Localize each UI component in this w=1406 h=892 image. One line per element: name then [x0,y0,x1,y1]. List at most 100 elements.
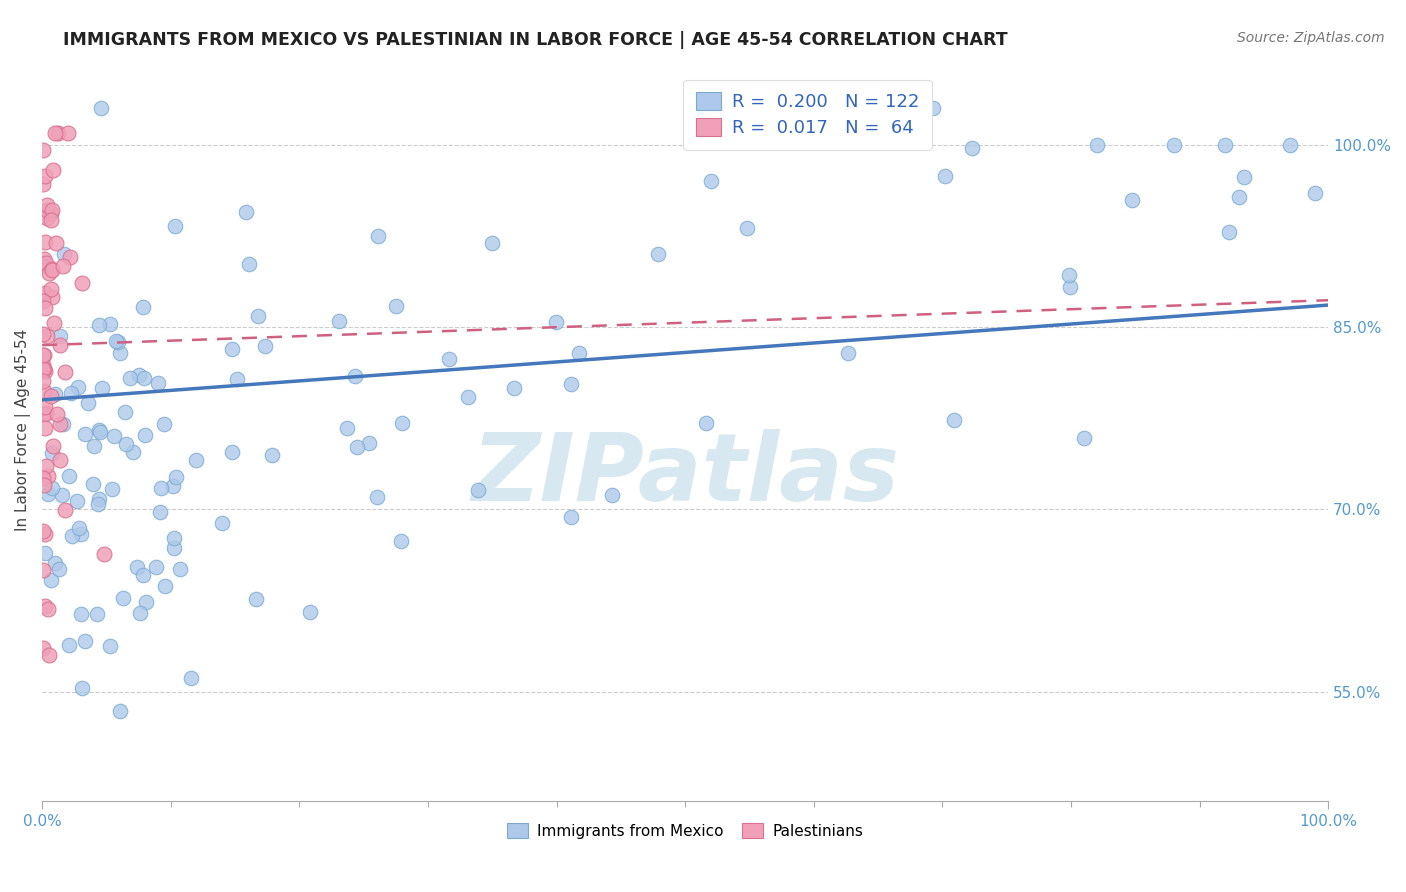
Point [299,605,322,619]
Point [32,362,55,376]
Point [44,126,66,140]
Point [52,260,75,274]
Point [67,521,90,535]
Point [166,470,188,484]
Point [560,377,582,392]
Point [1163,137,1185,152]
Point [34,364,56,378]
Point [247,310,270,324]
Point [134,427,156,442]
Point [359,435,381,450]
Point [253,339,276,353]
Text: Source: ZipAtlas.com: Source: ZipAtlas.com [1237,31,1385,45]
Point [44,235,66,250]
Point [600,487,623,501]
Point [34,384,56,398]
Point [153,579,176,593]
Point [385,299,408,313]
Point [1227,190,1250,204]
Point [467,483,489,497]
Point [647,247,669,261]
Point [1303,186,1326,201]
Point [34,407,56,421]
Point [457,391,479,405]
Point [1278,137,1301,152]
Point [60,529,83,543]
Point [39,212,62,227]
Point [44,556,66,570]
Point [262,448,284,462]
Point [37,487,59,501]
Point [39,206,62,220]
Point [70,607,93,621]
Point [31,524,53,538]
Point [37,602,59,616]
Point [169,562,191,576]
Point [70,277,93,291]
Point [75,634,97,648]
Point [49,453,72,467]
Point [245,591,267,606]
Point [225,372,247,386]
Point [37,203,59,218]
Point [546,315,568,329]
Point [934,169,956,183]
Point [108,345,131,359]
Point [86,497,108,511]
Point [37,468,59,483]
Point [53,365,76,379]
Point [163,541,186,555]
Point [58,468,80,483]
Point [837,346,859,360]
Point [53,502,76,516]
Point [336,420,359,434]
Point [695,416,717,430]
Point [66,494,89,508]
Point [1059,279,1081,293]
Point [163,531,186,545]
Point [149,482,172,496]
Point [114,437,136,451]
Legend: Immigrants from Mexico, Palestinians: Immigrants from Mexico, Palestinians [501,817,870,845]
Point [560,510,582,524]
Point [49,328,72,343]
Point [34,301,56,315]
Point [41,446,63,460]
Point [481,235,503,250]
Point [145,560,167,574]
Point [328,314,350,328]
Point [163,219,186,233]
Point [127,559,149,574]
Point [49,417,72,431]
Point [367,229,389,244]
Point [48,562,70,576]
Point [211,516,233,531]
Point [1233,170,1256,185]
Point [162,479,184,493]
Point [87,423,110,437]
Point [89,425,111,439]
Point [41,262,63,277]
Point [35,211,58,226]
Point [34,477,56,491]
Point [52,417,75,431]
Point [1213,137,1236,152]
Point [103,428,125,442]
Point [42,316,65,330]
Point [101,483,124,497]
Point [34,599,56,614]
Point [32,252,55,266]
Point [39,389,62,403]
Point [1073,431,1095,445]
Point [132,300,155,314]
Point [104,334,127,349]
Point [503,381,526,395]
Y-axis label: In Labor Force | Age 45-54: In Labor Force | Age 45-54 [15,329,31,532]
Point [1085,137,1108,152]
Point [31,294,53,309]
Point [118,371,141,385]
Point [66,380,89,394]
Point [135,595,157,609]
Point [32,326,55,341]
Point [56,126,79,140]
